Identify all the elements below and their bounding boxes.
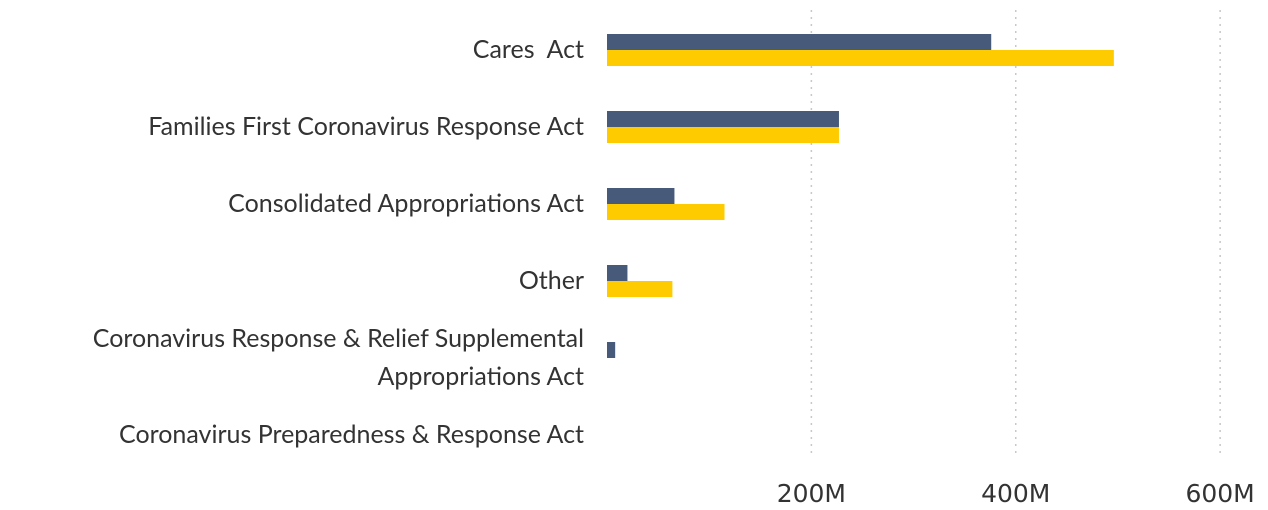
x-tick-label: 400M [981, 479, 1050, 508]
bar [607, 204, 725, 220]
bar [607, 111, 839, 127]
bar [607, 265, 628, 281]
category-label: Cares Act [472, 34, 584, 64]
bar [607, 188, 675, 204]
category-label: Other [518, 265, 584, 295]
bar [607, 342, 616, 358]
category-label: Coronavirus Response & Relief Supplement… [92, 323, 584, 391]
x-tick-label: 200M [777, 479, 846, 508]
category-label: Families First Coronavirus Response Act [148, 111, 584, 141]
bar [607, 50, 1114, 66]
bar [607, 281, 673, 297]
category-label: Consolidated Appropriations Act [228, 188, 584, 218]
bar [607, 127, 839, 143]
x-tick-label: 600M [1185, 479, 1254, 508]
category-label: Coronavirus Preparedness & Response Act [119, 419, 584, 449]
bar [607, 34, 992, 50]
